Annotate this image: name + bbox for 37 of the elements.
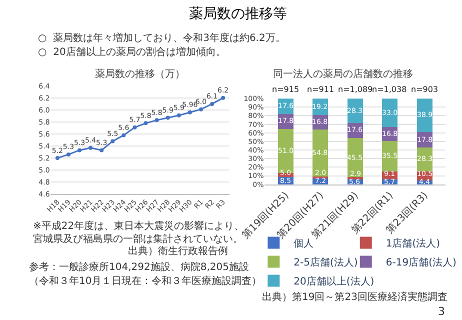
text: 参考：一般診療所104,292施設、病院8,205施設 [29,261,249,273]
point [144,121,148,126]
chart-title: 薬局数の推移（万） [95,68,185,80]
chart-title: 同一法人の薬局の店舗数の推移 [273,68,413,80]
point [154,118,159,122]
text: 3 [438,305,445,318]
point [198,107,203,112]
bar [382,141,398,172]
source-note: 出典）第19回～第23回医療経済実態調査 [262,291,448,303]
point [166,116,170,120]
legend-label: 20店舗以上(法人) [294,276,374,288]
point [176,113,181,118]
point [66,152,70,156]
point [110,139,115,144]
annotation: n=1,038 [372,85,407,94]
point [55,156,60,160]
annotation: n=903 [411,85,438,94]
annotation: n=911 [307,85,334,94]
text: （令和３年10月１日現在：令和３年医療施設調査） [29,275,262,287]
point [78,148,82,152]
legend-label: 1店舗(法人) [386,238,440,250]
point [88,146,93,150]
point [188,110,192,114]
legend-label: 個人 [294,238,314,250]
point [221,96,226,100]
text: 薬局数の推移等 [189,6,287,22]
legend-label: 6-19店舗(法人) [386,256,456,269]
text: ○ 20店舗以上の薬局の割合は増加傾向。 [38,46,226,58]
point [122,133,126,138]
annotation: n=915 [272,85,300,94]
legend-label: 2-5店舗(法人) [294,256,358,269]
point [100,148,104,152]
point [132,125,137,130]
point [210,102,214,106]
annotation: n=1,089 [338,85,373,94]
source-note: 出典）衛生行政報告例 [128,245,228,257]
text: ○ 薬局数は年々増加しており、令和3年度は約6.2万。 [38,32,286,44]
